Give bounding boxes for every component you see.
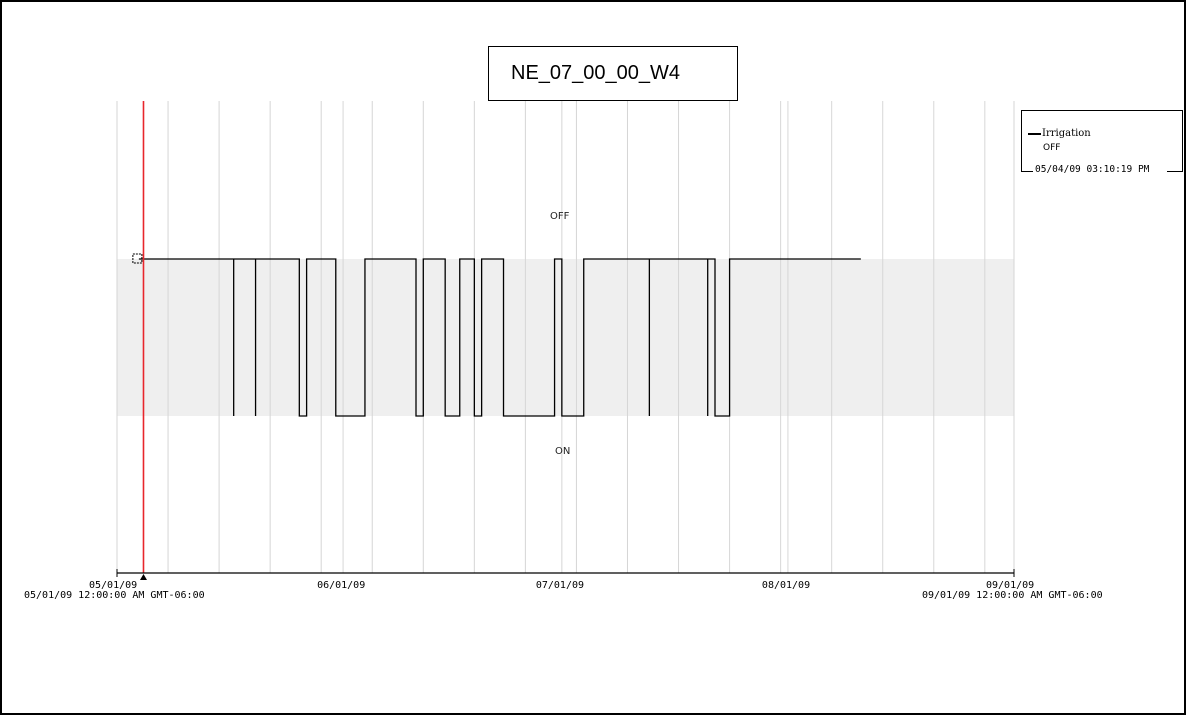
legend-border-right [1182, 110, 1183, 172]
legend-border-left [1021, 110, 1022, 172]
state-band [117, 259, 1014, 416]
x-tick-label-0: 05/01/09 [89, 580, 138, 591]
state-label-on: ON [555, 446, 571, 457]
chart-title: NE_07_00_00_W4 [488, 46, 738, 101]
legend-timestamp: 05/04/09 03:10:19 PM [1034, 164, 1151, 175]
series-start-marker [132, 253, 143, 264]
axis-start-datetime: 05/01/09 12:00:00 AM GMT-06:00 [24, 590, 205, 601]
legend-border-bottom-left [1021, 171, 1033, 172]
time-cursor-marker [139, 574, 147, 580]
legend-swatch [1028, 132, 1041, 135]
legend-series-entry: Irrigation [1028, 128, 1091, 139]
x-tick-label-2: 07/01/09 [535, 580, 585, 591]
state-label-off: OFF [550, 211, 570, 222]
axis-end-datetime: 09/01/09 12:00:00 AM GMT-06:00 [922, 590, 1103, 601]
x-tick-label-3: 08/01/09 [761, 580, 811, 591]
legend-border-top [1021, 110, 1183, 111]
legend: Irrigation OFF 05/04/09 03:10:19 PM [1021, 110, 1183, 178]
legend-border-bottom-right [1167, 171, 1183, 172]
series-irrigation-line [138, 258, 861, 417]
x-tick-label-1: 06/01/09 [317, 580, 366, 591]
legend-series-name: Irrigation [1042, 128, 1091, 139]
legend-status: OFF [1043, 143, 1061, 153]
x-tick-label-4: 09/01/09 [986, 580, 1035, 591]
